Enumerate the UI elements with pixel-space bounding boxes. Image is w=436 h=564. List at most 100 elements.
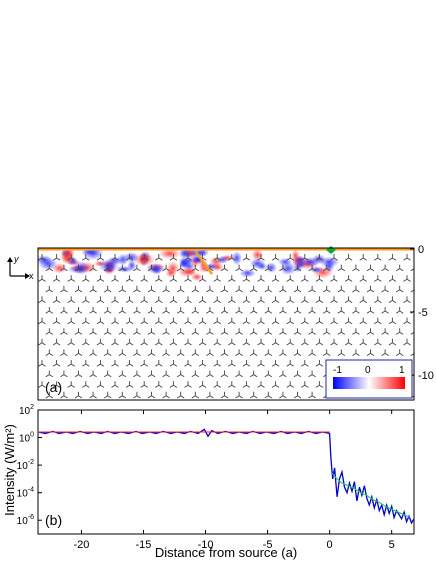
colorbar-tick-mid: 0 <box>365 365 371 376</box>
lattice-rod <box>301 402 308 408</box>
lattice-rod <box>45 307 54 314</box>
lattice-rod <box>89 328 97 335</box>
lattice-rod <box>155 402 162 408</box>
lattice-rod <box>395 264 404 272</box>
lattice-rod <box>155 360 163 367</box>
lattice-rod <box>176 391 185 399</box>
lattice-rod <box>97 402 104 408</box>
lattice-rod <box>206 349 214 356</box>
lattice-rod <box>249 264 258 272</box>
lattice-rod <box>74 370 83 378</box>
lattice-rod <box>111 254 119 261</box>
lattice-rod <box>374 402 381 408</box>
lattice-rod <box>96 381 105 388</box>
lattice-rod <box>162 370 170 378</box>
lattice-rod <box>308 307 316 314</box>
lattice-rod <box>67 360 75 367</box>
lattice-rod <box>74 307 83 314</box>
lattice-rod <box>279 370 287 378</box>
lattice-rod <box>366 264 375 272</box>
panel-b: -20 -15 -10 -5 0 5 102 100 10-2 10-4 10-6 (b) Int… <box>2 404 415 560</box>
lattice-rod <box>74 264 83 272</box>
lattice-rod <box>155 317 163 325</box>
lattice-rod <box>147 391 156 399</box>
lattice-rod <box>308 370 316 378</box>
lattice-rod <box>155 254 163 261</box>
lattice-rod <box>155 338 163 346</box>
field-blob <box>151 265 162 275</box>
lattice-rod <box>293 285 302 293</box>
lattice-rod <box>52 296 61 303</box>
lattice-rod <box>271 381 280 388</box>
lattice-rod <box>206 391 214 399</box>
lattice-rod <box>242 360 251 367</box>
lattice-rod <box>89 349 97 356</box>
x-axis-label: Distance from source (a) <box>155 545 297 560</box>
lattice-rod <box>133 370 141 378</box>
lattice-rod <box>38 317 46 325</box>
lattice-rod <box>140 317 148 325</box>
lattice-rod <box>103 391 112 399</box>
lattice-rod <box>388 338 397 346</box>
lattice-rod <box>301 338 309 346</box>
lattice-rod <box>82 275 90 282</box>
lattice-rod <box>271 317 280 325</box>
lattice-rod <box>169 254 178 261</box>
lattice-rod <box>425 392 432 398</box>
lattice-rod <box>169 381 178 388</box>
lattice-rod <box>286 381 294 388</box>
lattice-rod <box>82 254 90 261</box>
lattice-rod <box>220 391 229 399</box>
lattice-rod <box>249 285 258 293</box>
lattice-rod <box>162 349 170 356</box>
lattice-rod <box>125 360 134 367</box>
x-tick-label: -20 <box>73 539 89 551</box>
lattice-rod <box>279 349 287 356</box>
lattice-rod <box>133 328 141 335</box>
lattice-rod <box>147 349 156 356</box>
lattice-rod <box>118 285 127 293</box>
lattice-rod <box>198 381 207 388</box>
lattice-rod <box>38 296 46 303</box>
lattice-rod <box>374 254 382 261</box>
lattice-rod <box>176 264 185 272</box>
lattice-rod <box>74 328 83 335</box>
lattice-rod <box>366 285 375 293</box>
lattice-rod <box>176 328 185 335</box>
lattice-rod <box>82 381 90 388</box>
lattice-rod <box>264 285 273 293</box>
lattice-rod <box>162 391 170 399</box>
lattice-rod <box>425 265 432 271</box>
lattice-rod <box>374 296 382 303</box>
lattice-rod <box>228 275 236 282</box>
lattice-rod <box>249 370 258 378</box>
lattice-rod <box>359 338 367 346</box>
lattice-rod <box>118 370 127 378</box>
lattice-rod <box>214 402 221 408</box>
lattice-rod <box>206 328 214 335</box>
lattice-rod <box>38 254 46 261</box>
lattice-rod <box>133 307 141 314</box>
lattice-rod <box>366 328 375 335</box>
field-blob <box>127 260 137 272</box>
lattice-rod <box>249 328 258 335</box>
lattice-rod <box>352 328 360 335</box>
lattice-rod <box>213 317 221 325</box>
field-blob <box>123 252 140 263</box>
lattice-rod <box>67 296 75 303</box>
y-tick-label: 102 <box>19 404 34 417</box>
lattice-rod <box>191 264 200 272</box>
lattice-rod <box>82 338 90 346</box>
lattice-rod <box>316 402 323 408</box>
lattice-rod <box>103 285 112 293</box>
lattice-rod <box>96 360 105 367</box>
lattice-rod <box>220 307 229 314</box>
lattice-rod <box>140 338 148 346</box>
lattice-rod <box>162 264 170 272</box>
lattice-rod <box>242 317 251 325</box>
lattice-rod <box>67 338 75 346</box>
lattice-rod <box>403 275 411 282</box>
lattice-rod <box>337 264 346 272</box>
lattice-rod <box>191 285 200 293</box>
lattice-rod <box>82 296 90 303</box>
